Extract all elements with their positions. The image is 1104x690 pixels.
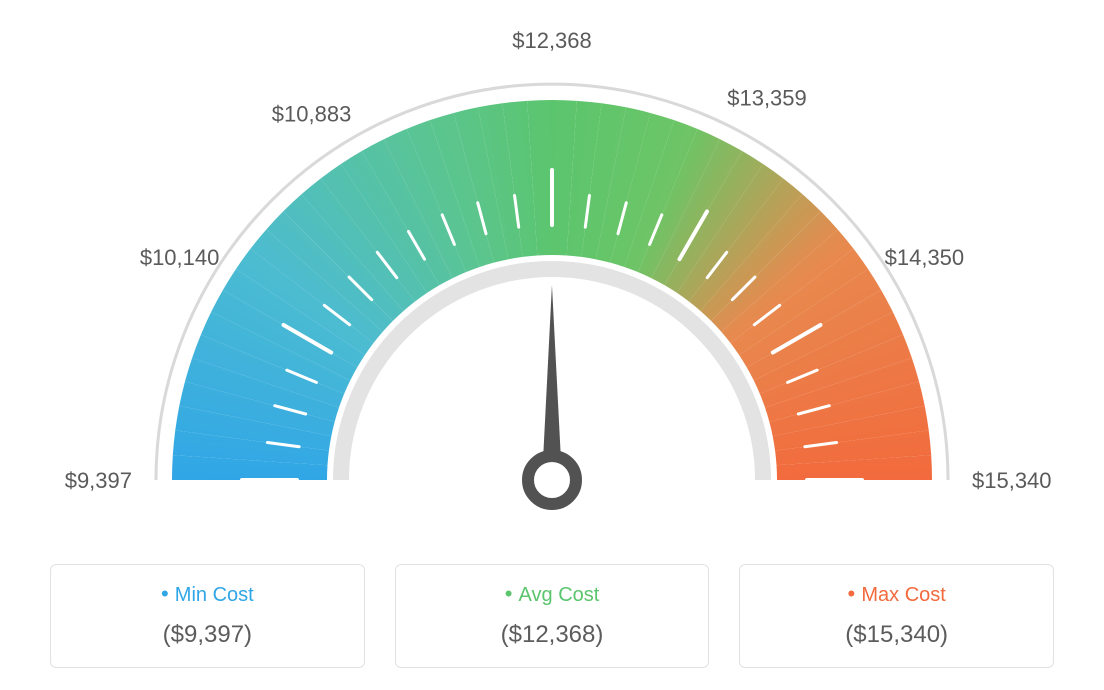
legend-min-label: Min Cost <box>61 581 354 607</box>
gauge-svg: $15,340 $14,350 $13,359 $12,368 $10,883 $10,1… <box>52 20 1052 550</box>
gauge-tick-label: $13,359 <box>727 86 807 111</box>
legend-avg-label: Avg Cost <box>406 581 699 607</box>
gauge-tick-label: $10,140 <box>140 245 220 270</box>
gauge-needle-hub <box>528 456 576 504</box>
gauge-tick-label: $15,340 <box>972 468 1052 493</box>
gauge-tick-label: $10,883 <box>272 102 352 127</box>
gauge-wrapper: $15,340 $14,350 $13,359 $12,368 $10,883 $10,1… <box>0 0 1104 555</box>
legend-max-value: ($15,340) <box>750 621 1043 649</box>
legend-row: Min Cost ($9,397) Avg Cost ($12,368) Max… <box>50 564 1054 668</box>
legend-avg-value: ($12,368) <box>406 621 699 649</box>
gauge-tick-label: $9,397 <box>65 468 132 493</box>
gauge-tick-label: $14,350 <box>885 245 965 270</box>
cost-gauge-chart: { "gauge": { "type": "gauge", "min_value… <box>0 0 1104 690</box>
legend-card-max: Max Cost ($15,340) <box>739 564 1054 668</box>
gauge-tick-label: $12,368 <box>512 28 592 53</box>
legend-card-min: Min Cost ($9,397) <box>50 564 365 668</box>
legend-min-value: ($9,397) <box>61 621 354 649</box>
legend-max-label: Max Cost <box>750 581 1043 607</box>
legend-card-avg: Avg Cost ($12,368) <box>395 564 710 668</box>
